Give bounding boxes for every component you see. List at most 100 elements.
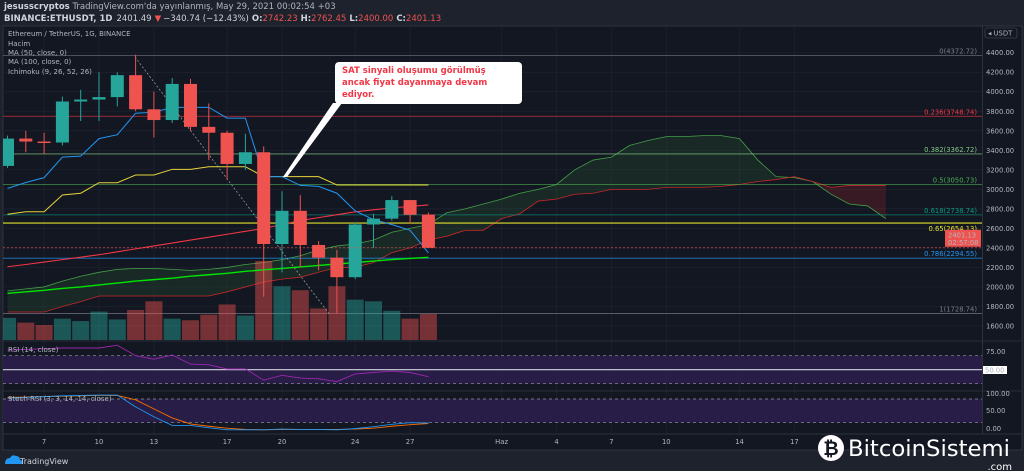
- current-price-tag: [945, 229, 981, 247]
- legend-ichimoku[interactable]: Ichimoku (9, 26, 52, 26): [8, 68, 92, 76]
- published-info: TradingView.com'da yayınlanmış, May 29, …: [71, 2, 335, 12]
- price-pane[interactable]: 0(4372.72) 0.236(3748.74) 0.382(3362.72) 0.…: [0, 47, 982, 340]
- candle-body: [19, 138, 33, 142]
- down-arrow-icon: ▼: [155, 14, 162, 24]
- volume-bar: [127, 309, 145, 340]
- bitcoin-logo-icon: [818, 435, 844, 461]
- callout-pointer: [283, 103, 342, 177]
- fib-level-label: 0.618(2738.74): [924, 207, 977, 215]
- candle-body: [92, 97, 106, 100]
- callout-box: [335, 62, 522, 104]
- cloud-segment: [153, 268, 173, 297]
- stoch-title[interactable]: Stoch RSI (3, 3, 14, 14, close): [8, 395, 112, 403]
- stoch-axis-label: 0.00: [986, 425, 1001, 433]
- cloud-segment: [611, 145, 630, 190]
- cloud-segment: [501, 193, 520, 219]
- cloud-segment: [666, 136, 685, 188]
- callout-line-1: SAT sinyali oluşumu görülmüş: [342, 66, 486, 76]
- cloud-segment: [99, 269, 118, 297]
- rsi-title[interactable]: RSI (14, close): [8, 346, 59, 354]
- cloud-segment: [208, 267, 228, 297]
- volume-bar: [383, 310, 401, 340]
- tradingview-logo[interactable]: TradingView: [5, 455, 69, 466]
- price-change: −340.74 (−12.43%): [163, 14, 249, 24]
- fib-level-label: 0.382(3362.72): [924, 146, 977, 154]
- volume-bar: [365, 301, 382, 340]
- stoch-band: [3, 399, 982, 423]
- candle-body: [312, 244, 326, 258]
- volume-bar: [145, 301, 163, 340]
- indicator-legend: Ethereum / TetherUS, 1G, BINANCE Hacim M…: [8, 30, 131, 76]
- high-label: H:: [301, 14, 312, 24]
- cloud-segment: [25, 286, 45, 313]
- candle-body: [202, 126, 216, 133]
- cloud-segment: [7, 288, 26, 313]
- header-line-1: jesusscryptos TradingView.com'da yayınla…: [3, 2, 336, 12]
- fib-level-label: 0.65(2654.13): [928, 225, 977, 233]
- currency-button: [984, 27, 1018, 39]
- time-tick-label: 4: [554, 438, 558, 446]
- candle-body: [55, 101, 69, 143]
- price-tick-label: 3600.00: [986, 127, 1014, 135]
- time-tick-label: 7: [609, 438, 613, 446]
- price-tick-label: 4000.00: [986, 88, 1014, 96]
- time-tick-label: 14: [735, 438, 744, 446]
- cloud-segment: [391, 228, 411, 253]
- candle-body: [184, 83, 197, 127]
- volume-bar: [17, 322, 35, 340]
- rsi-line: [7, 344, 429, 383]
- legend-ma100[interactable]: MA (100, close, 0): [8, 58, 72, 66]
- cloud-segment: [172, 269, 191, 297]
- cloud-segment: [135, 268, 154, 297]
- stoch-rsi-pane[interactable]: 100.00 50.00 0.00: [3, 390, 1010, 433]
- time-tick-label: 7: [42, 438, 46, 446]
- candle-body: [348, 224, 362, 278]
- price-axis[interactable]: 1600.00 1800.00 2000.00 2200.00 2400.00 2600.…: [945, 27, 1018, 330]
- fib-level-label: 1(1728.74): [939, 305, 977, 313]
- volume-bar: [291, 290, 309, 340]
- legend-volume[interactable]: Hacim: [8, 40, 30, 48]
- fib-level-label: 0.786(2294.55): [924, 250, 977, 258]
- volume-bar: [310, 308, 328, 340]
- time-axis[interactable]: 7 10 13 17 20 24 27 Haz 4 7 10 14 17: [42, 438, 799, 446]
- time-tick-label: 24: [351, 438, 360, 446]
- price-tick-label: 1600.00: [986, 322, 1014, 330]
- candle-body: [110, 75, 124, 98]
- candle-body: [165, 83, 179, 121]
- volume-bar: [419, 313, 437, 340]
- price-tick-label: 3800.00: [986, 108, 1014, 116]
- volume-bar: [401, 318, 419, 340]
- author[interactable]: jesusscryptos: [3, 2, 70, 12]
- rsi-pane[interactable]: 75.00 50.00: [3, 344, 1007, 385]
- legend-ma50[interactable]: MA (50, close, 0): [8, 49, 67, 57]
- cloud-segment: [757, 160, 777, 182]
- legend-symbol[interactable]: Ethereum / TetherUS, 1G, BINANCE: [8, 30, 131, 38]
- bitcoin-symbol-icon: ₿: [823, 438, 838, 460]
- currency-label: ◂ USDT: [988, 30, 1013, 38]
- current-price-label: 2401.13: [948, 231, 976, 239]
- volume-bar: [200, 314, 218, 340]
- volume-bar: [255, 261, 273, 340]
- time-tick-label: 20: [278, 438, 287, 446]
- tenkan-sen-line: [7, 106, 429, 254]
- candle-body: [403, 200, 417, 215]
- candle-body: [275, 210, 289, 244]
- rsi-axis-label: 50.00: [985, 367, 1004, 375]
- low-value: 2400.00: [358, 14, 393, 24]
- candle-body: [238, 152, 252, 164]
- candle-body: [330, 257, 344, 278]
- cloud-segment: [648, 136, 667, 190]
- price-tick-label: 4200.00: [986, 69, 1014, 77]
- candle-body: [220, 132, 234, 164]
- open-label: O:: [252, 14, 263, 24]
- callout-annotation[interactable]: SAT sinyali oluşumu görülmüş ancak fiyat…: [283, 62, 522, 177]
- time-tick-label: 17: [223, 438, 232, 446]
- time-tick-label: 27: [406, 438, 415, 446]
- countdown-label: 02:57:08: [948, 239, 979, 247]
- cloud-segment: [62, 276, 81, 307]
- candle-body: [421, 214, 435, 248]
- cloud-segment: [629, 140, 648, 190]
- senkou-span-a-line: [7, 135, 887, 292]
- price-tick-label: 2200.00: [986, 264, 1014, 272]
